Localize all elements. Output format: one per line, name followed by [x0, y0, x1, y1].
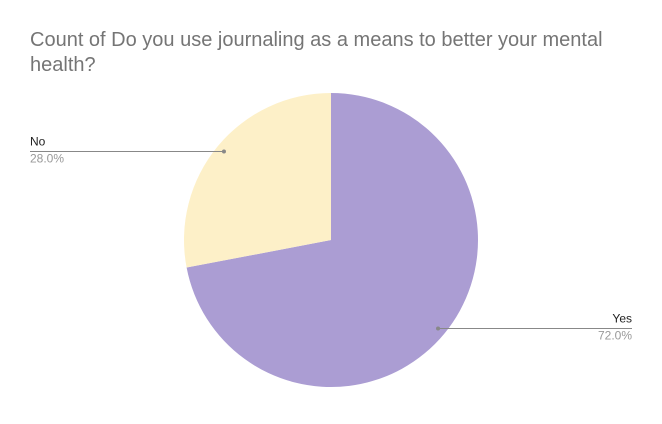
leader-dot — [221, 149, 226, 154]
slice-label: Yes — [612, 312, 632, 326]
pie-slice — [186, 93, 479, 387]
slice-label: No — [30, 135, 46, 149]
slice-value-label: 72.0% — [598, 329, 632, 343]
chart-title: Count of Do you use journaling as a mean… — [30, 29, 603, 76]
leader-dot — [436, 326, 441, 331]
pie-slice — [183, 93, 331, 268]
slice-value-label: 28.0% — [30, 152, 64, 166]
